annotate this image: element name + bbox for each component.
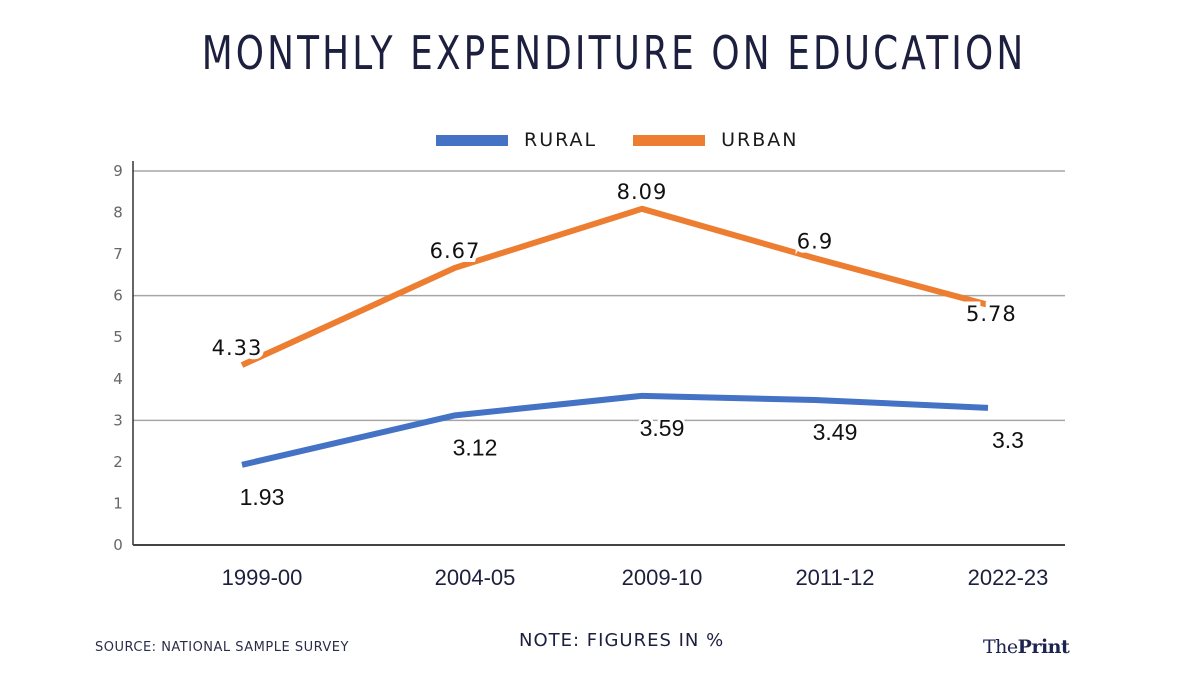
- y-tick-label: 8: [113, 204, 123, 222]
- series-line-urban: [240, 205, 989, 368]
- data-label-urban: 6.9: [797, 229, 833, 253]
- y-tick-label: 5: [113, 328, 123, 346]
- data-label-urban: 6.67: [430, 239, 481, 263]
- data-label-rural: 3.59: [640, 415, 685, 441]
- y-tick-label: 4: [113, 370, 123, 388]
- data-label-rural: 3.12: [453, 434, 498, 460]
- legend-item-rural: RURAL: [436, 129, 597, 151]
- brand-prefix: The: [983, 636, 1018, 658]
- data-label-urban: 5.78: [966, 302, 1017, 326]
- source-text: SOURCE: NATIONAL SAMPLE SURVEY: [95, 640, 349, 655]
- x-tick-label: 2009-10: [622, 565, 703, 590]
- y-tick-label: 0: [113, 536, 123, 554]
- x-tick-label: 2004-05: [435, 565, 516, 590]
- y-tick-label: 7: [113, 245, 123, 263]
- data-label-rural: 3.49: [813, 419, 858, 445]
- y-tick-label: 3: [113, 411, 123, 429]
- y-tick-label: 1: [113, 494, 123, 512]
- data-label-rural: 3.3: [992, 427, 1024, 453]
- data-label-rural: 1.93: [240, 484, 285, 510]
- brand-suffix: Print: [1017, 636, 1070, 658]
- data-label-urban: 4.33: [212, 336, 263, 360]
- legend-label-rural: RURAL: [524, 129, 598, 151]
- legend-item-urban: URBAN: [633, 129, 798, 151]
- chart-title: MONTHLY EXPENDITURE ON EDUCATION: [201, 26, 1027, 80]
- x-tick-label: 2022-23: [968, 565, 1049, 590]
- legend-label-urban: URBAN: [721, 129, 799, 151]
- y-tick-label: 2: [113, 453, 123, 471]
- series-line-rural: [241, 392, 989, 468]
- x-tick-label: 1999-00: [222, 565, 303, 590]
- brand-logo: ThePrint: [983, 636, 1070, 658]
- x-tick-label: 2011-12: [795, 565, 874, 590]
- chart-legend: RURAL URBAN: [436, 126, 834, 154]
- y-tick-label: 9: [113, 162, 123, 180]
- legend-swatch-urban: [633, 134, 706, 146]
- data-label-urban: 8.09: [617, 180, 668, 204]
- note-text: NOTE: FIGURES IN %: [519, 630, 725, 651]
- legend-swatch-rural: [436, 134, 508, 146]
- y-tick-label: 6: [113, 287, 123, 305]
